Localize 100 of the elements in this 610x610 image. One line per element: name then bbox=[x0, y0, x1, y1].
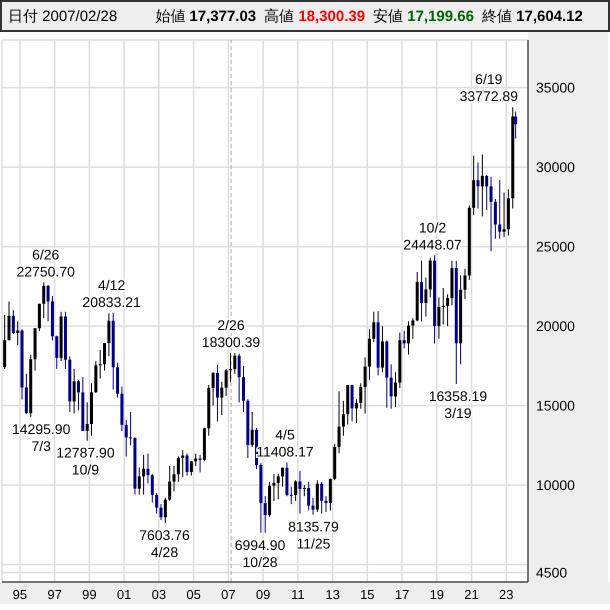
x-tick-label: 97 bbox=[47, 587, 62, 602]
candlestick bbox=[437, 296, 440, 340]
candlestick bbox=[390, 364, 393, 410]
candlestick bbox=[228, 352, 232, 382]
candlestick bbox=[364, 356, 367, 414]
candlestick bbox=[324, 496, 328, 513]
candlestick bbox=[494, 198, 497, 240]
candlestick bbox=[290, 486, 293, 505]
annotation: 12787.90 10/9 bbox=[56, 444, 115, 478]
y-tick-label: 15000 bbox=[536, 398, 576, 414]
candlestick bbox=[350, 384, 354, 422]
annotation: 6/26 22750.70 bbox=[16, 246, 76, 280]
candlestick bbox=[224, 368, 228, 397]
candlestick bbox=[16, 320, 20, 346]
x-tick-label: 23 bbox=[499, 587, 514, 602]
candlestick bbox=[354, 398, 358, 424]
y-tick-label: 25000 bbox=[536, 238, 576, 255]
y-tick-label: 35000 bbox=[536, 80, 576, 96]
candlestick bbox=[402, 330, 406, 349]
candlestick bbox=[320, 481, 324, 514]
candlestick bbox=[76, 380, 80, 411]
y-tick-label: 20000 bbox=[536, 318, 576, 334]
candlestick bbox=[424, 277, 428, 318]
candlestick bbox=[463, 268, 466, 300]
candlestick bbox=[176, 456, 180, 482]
candlestick bbox=[220, 381, 224, 416]
candlestick bbox=[186, 452, 189, 476]
candlestick bbox=[124, 419, 128, 457]
text: 終値 17,604.12 bbox=[482, 6, 583, 26]
candlestick bbox=[190, 460, 193, 476]
candlestick bbox=[55, 335, 58, 370]
x-tick-label: 15 bbox=[360, 587, 375, 602]
candlestick bbox=[498, 179, 502, 240]
candlestick bbox=[276, 473, 280, 500]
candlestick bbox=[480, 154, 484, 217]
annotation: 4/12 20833.21 bbox=[82, 276, 142, 310]
x-tick-label: 95 bbox=[12, 587, 28, 602]
y-tick-label: 4500 bbox=[536, 564, 568, 580]
candlestick bbox=[86, 402, 89, 442]
candlestick bbox=[359, 382, 362, 410]
annotation: 16358.19 3/19 bbox=[428, 388, 488, 421]
candlestick bbox=[155, 492, 158, 514]
text: 安値 17,199.66 bbox=[373, 6, 474, 26]
candlestick bbox=[294, 480, 298, 502]
candlestick bbox=[372, 311, 376, 342]
candlestick bbox=[238, 353, 241, 403]
candlestick bbox=[42, 282, 46, 319]
candlestick bbox=[264, 496, 267, 534]
candlestick bbox=[98, 349, 102, 380]
candlestick bbox=[411, 318, 414, 340]
candlestick bbox=[485, 174, 488, 211]
candlestick bbox=[146, 453, 150, 484]
x-tick-label: 07 bbox=[221, 587, 236, 602]
x-tick-label: 11 bbox=[291, 587, 305, 602]
candlestick bbox=[103, 342, 106, 372]
candlestick bbox=[142, 454, 146, 496]
annotation: 6994.90 10/28 bbox=[234, 536, 286, 570]
x-tick-label: 03 bbox=[152, 587, 166, 602]
candlestick bbox=[138, 467, 141, 496]
candlestick bbox=[272, 473, 276, 502]
candlestick bbox=[159, 504, 162, 521]
candlestick bbox=[338, 390, 341, 454]
candlestick bbox=[442, 287, 445, 326]
candlestick bbox=[502, 192, 506, 238]
candlestick bbox=[150, 473, 154, 504]
candlestick bbox=[298, 470, 302, 514]
candlestick bbox=[164, 497, 167, 524]
text: 始値 17,377.03 bbox=[155, 6, 256, 26]
y-tick-label: 30000 bbox=[536, 159, 576, 176]
x-tick-label: 17 bbox=[394, 587, 410, 602]
candlestick bbox=[342, 400, 345, 436]
candlestick bbox=[198, 454, 202, 473]
candlestick bbox=[420, 260, 424, 322]
candlestick bbox=[212, 372, 215, 406]
candlestick bbox=[181, 450, 184, 478]
annotation: 10/2 24448.07 bbox=[403, 219, 462, 252]
y-tick-label: 10000 bbox=[536, 477, 576, 494]
candlestick bbox=[46, 284, 50, 322]
x-tick-label: 09 bbox=[256, 587, 270, 602]
candlestick bbox=[476, 162, 480, 209]
candlestick bbox=[514, 111, 518, 140]
candlestick bbox=[281, 467, 284, 488]
candlestick bbox=[242, 365, 245, 412]
x-tick-label: 19 bbox=[430, 587, 444, 602]
annotation: 6/19 33772.89 bbox=[460, 71, 518, 104]
candlestick bbox=[490, 176, 493, 252]
candlestick bbox=[250, 411, 254, 448]
x-tick-label: 99 bbox=[82, 587, 97, 602]
x-tick-label: 05 bbox=[186, 587, 201, 602]
annotation: 8135.79 11/25 bbox=[288, 518, 339, 552]
candlestick bbox=[194, 453, 198, 466]
candlestick bbox=[307, 481, 310, 511]
annotation: 2/26 18300.39 bbox=[202, 317, 260, 350]
candlestick bbox=[12, 310, 15, 335]
candlestick bbox=[233, 352, 236, 374]
text: 日付 2007/02/28 bbox=[8, 6, 118, 26]
candlestick bbox=[172, 465, 176, 492]
candlestick bbox=[72, 368, 76, 414]
candlestick bbox=[107, 312, 110, 357]
x-tick-label: 21 bbox=[464, 587, 479, 602]
